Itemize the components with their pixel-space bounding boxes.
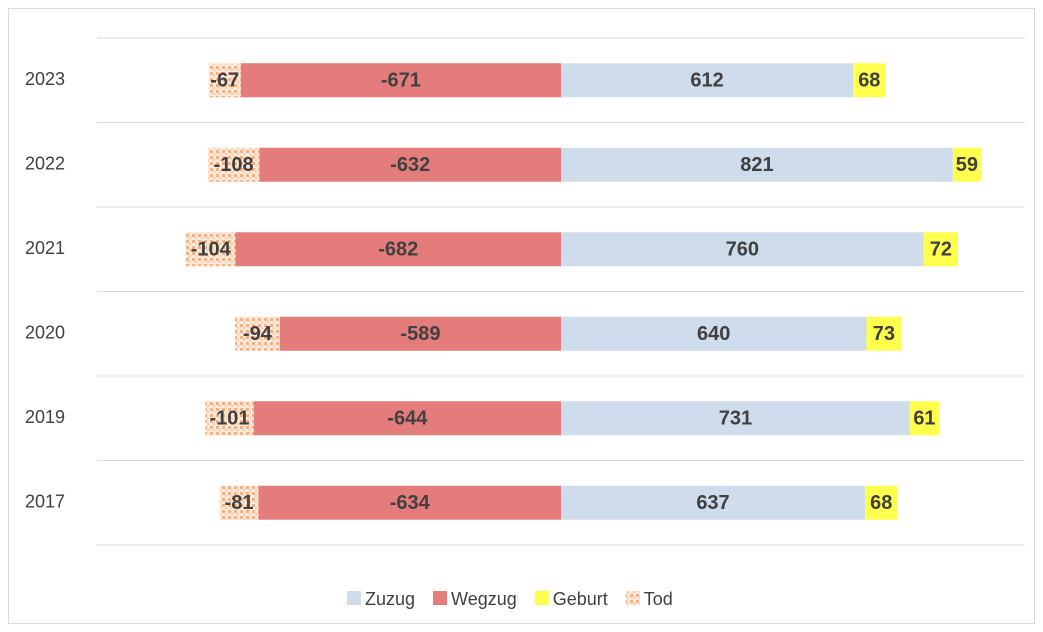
bar-segment — [219, 485, 259, 520]
bar-segment — [185, 232, 236, 267]
data-label: 61 — [913, 408, 935, 430]
bar-segment — [923, 232, 959, 267]
data-label: 731 — [719, 408, 752, 430]
bar-segment — [561, 147, 953, 182]
y-tick-label: 2020 — [25, 323, 65, 343]
bar-segment — [561, 401, 910, 436]
data-label: 637 — [696, 492, 729, 514]
bar-segment — [952, 147, 981, 182]
data-label: -94 — [243, 323, 273, 345]
data-label: -632 — [390, 154, 430, 176]
bar-segment — [208, 63, 241, 98]
data-label: -634 — [390, 492, 431, 514]
bar-segment — [561, 63, 854, 98]
data-label: 612 — [690, 70, 723, 92]
data-label: -67 — [210, 70, 239, 92]
data-label: -108 — [214, 154, 254, 176]
bar-segment — [865, 485, 898, 520]
bar-segment — [561, 485, 866, 520]
bar-segment — [240, 63, 561, 98]
legend-swatch — [534, 591, 549, 605]
bar-segment — [279, 316, 561, 351]
bar-segment — [561, 316, 867, 351]
data-label: 73 — [873, 323, 895, 345]
legend-label: Zuzug — [365, 589, 415, 609]
data-label: -644 — [387, 408, 428, 430]
bar-segment — [205, 401, 254, 436]
bar-segment — [235, 232, 561, 267]
bar-segment — [866, 316, 902, 351]
bar-segment — [207, 147, 260, 182]
data-label: 68 — [870, 492, 892, 514]
data-label: 640 — [697, 323, 730, 345]
bar-segment — [253, 401, 562, 436]
data-label: -104 — [191, 239, 232, 261]
data-label: -589 — [400, 323, 440, 345]
data-label: -682 — [378, 239, 418, 261]
legend-label: Tod — [644, 589, 673, 609]
legend-swatch — [625, 591, 640, 605]
legend-swatch — [347, 591, 361, 605]
y-tick-label: 2017 — [25, 492, 65, 512]
legend-swatch — [433, 591, 448, 605]
y-tick-label: 2019 — [25, 407, 65, 427]
y-tick-label: 2022 — [25, 154, 65, 174]
bar-segment — [853, 63, 886, 98]
bar-segment — [235, 316, 280, 351]
y-tick-label: 2023 — [25, 69, 65, 89]
data-label: 59 — [956, 154, 978, 176]
data-label: 72 — [930, 239, 952, 261]
data-label: -81 — [225, 492, 254, 514]
data-label: -671 — [381, 70, 421, 92]
data-label: 760 — [726, 239, 759, 261]
y-tick-label: 2021 — [25, 238, 65, 258]
bar-segment — [258, 485, 561, 520]
data-label: 821 — [740, 154, 773, 176]
legend-label: Wegzug — [451, 589, 517, 609]
data-label: 68 — [858, 70, 880, 92]
data-label: -101 — [210, 408, 250, 430]
legend-label: Geburt — [553, 589, 608, 609]
bar-segment — [909, 401, 939, 436]
bar-segment — [259, 147, 561, 182]
chart-border — [8, 8, 1035, 624]
bar-segment — [561, 232, 924, 267]
